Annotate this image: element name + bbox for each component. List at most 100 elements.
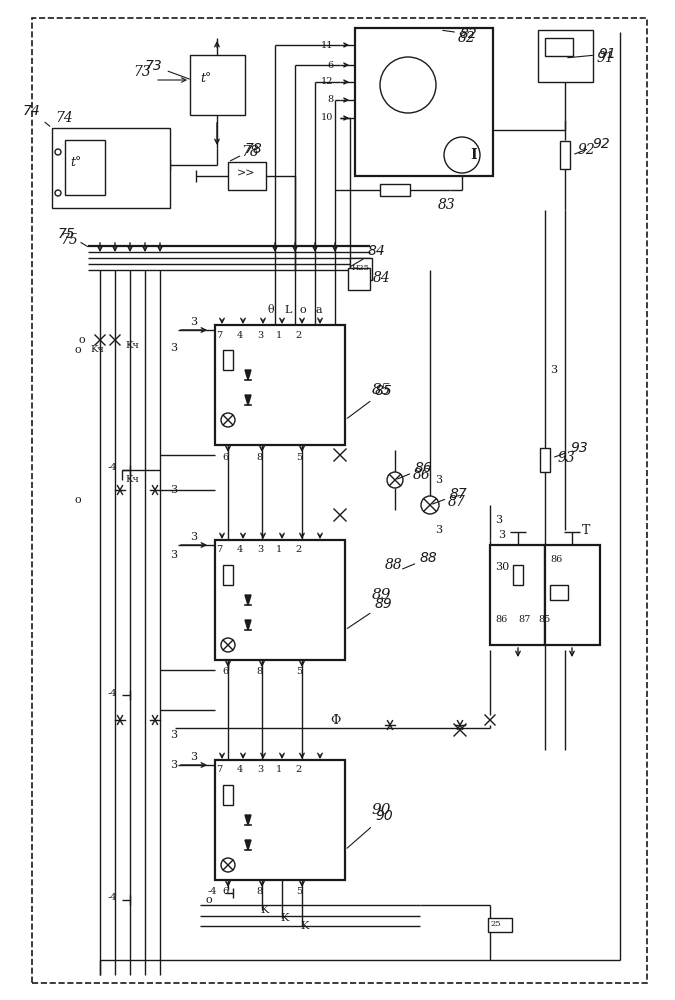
Text: 88: 88 [402,551,438,569]
Text: 86: 86 [550,556,562,564]
Circle shape [55,190,61,196]
Text: 89: 89 [372,588,391,602]
Bar [215,540,345,660]
Circle shape [221,858,235,872]
Bar [545,545,600,645]
Text: o: o [75,345,81,355]
Text: 1: 1 [276,330,282,340]
Text: 4: 4 [237,330,243,340]
Bar [223,350,233,370]
Text: 85: 85 [347,384,393,418]
Text: o: o [75,495,81,505]
Text: 3: 3 [495,515,502,525]
Text: 2: 2 [296,330,302,340]
Text: 3: 3 [170,485,177,495]
Text: 7: 7 [216,330,222,340]
Text: 4: 4 [237,546,243,554]
Text: L: L [284,305,292,315]
Text: 5: 5 [296,668,302,676]
Text: 78: 78 [241,145,259,159]
Text: 92: 92 [578,143,596,157]
Text: 73: 73 [145,59,190,79]
Bar [223,565,233,585]
Text: -4: -4 [208,886,217,896]
Text: o: o [79,335,85,345]
Text: 89: 89 [348,597,393,628]
Circle shape [421,496,439,514]
Text: 82: 82 [443,27,478,41]
Text: 1: 1 [276,766,282,774]
Text: 8: 8 [256,668,262,676]
Bar [380,184,410,196]
Text: 88: 88 [385,558,403,572]
Text: -4: -4 [108,894,117,902]
Text: 90: 90 [347,809,393,848]
Bar [538,30,593,82]
Text: 74: 74 [22,104,50,126]
Text: 3: 3 [190,532,197,542]
Text: 12: 12 [321,78,333,87]
Text: 3: 3 [190,317,197,327]
Bar [348,268,370,290]
Text: 87: 87 [518,615,531,624]
Text: 92: 92 [574,137,610,154]
Text: o: o [299,305,306,315]
Bar [65,140,105,195]
Text: 93: 93 [555,441,588,457]
Circle shape [380,57,436,113]
Text: 6: 6 [222,668,228,676]
Bar [490,545,545,645]
Text: 84: 84 [350,244,385,267]
Text: 4: 4 [237,766,243,774]
Text: 5: 5 [296,452,302,462]
Text: 85: 85 [538,615,550,624]
Circle shape [55,149,61,155]
Text: 86: 86 [495,615,507,624]
Text: 3: 3 [170,730,177,740]
Text: K: K [300,921,308,931]
Text: K: K [280,913,288,923]
Bar [228,162,266,190]
Circle shape [221,413,235,427]
Text: 78: 78 [230,142,263,161]
Text: 87: 87 [448,495,466,509]
Polygon shape [302,355,330,435]
Text: 8: 8 [327,96,333,104]
Bar [215,325,345,445]
Text: 11: 11 [321,40,333,49]
Text: 3: 3 [257,546,263,554]
Bar [488,918,512,932]
Text: 3: 3 [435,525,442,535]
Text: 75: 75 [58,227,88,247]
Circle shape [387,472,403,488]
Text: Kч: Kч [125,340,139,350]
Text: 91: 91 [568,47,616,61]
Text: 3: 3 [170,343,177,353]
Text: T: T [582,524,591,536]
Circle shape [444,137,480,173]
Bar [355,28,493,176]
Text: 7: 7 [216,766,222,774]
Text: a: a [315,305,321,315]
Text: 86: 86 [413,468,431,482]
Text: I: I [470,148,477,162]
Text: Kч: Kч [125,476,139,485]
Text: 8: 8 [256,888,262,896]
Text: 10: 10 [321,113,333,122]
Text: 5: 5 [296,888,302,896]
Text: 93: 93 [558,451,576,465]
Bar [52,128,170,208]
Text: t°: t° [200,72,211,85]
Bar [350,258,372,280]
Polygon shape [245,620,251,630]
Text: K: K [260,905,269,915]
Text: 84: 84 [373,271,391,285]
Text: 91: 91 [597,51,615,65]
Circle shape [221,638,235,652]
Text: Kч: Kч [90,346,104,355]
Bar [540,448,550,472]
Text: >>: >> [237,169,256,179]
Bar [513,565,523,585]
Polygon shape [245,395,251,405]
Text: 6: 6 [327,60,333,70]
